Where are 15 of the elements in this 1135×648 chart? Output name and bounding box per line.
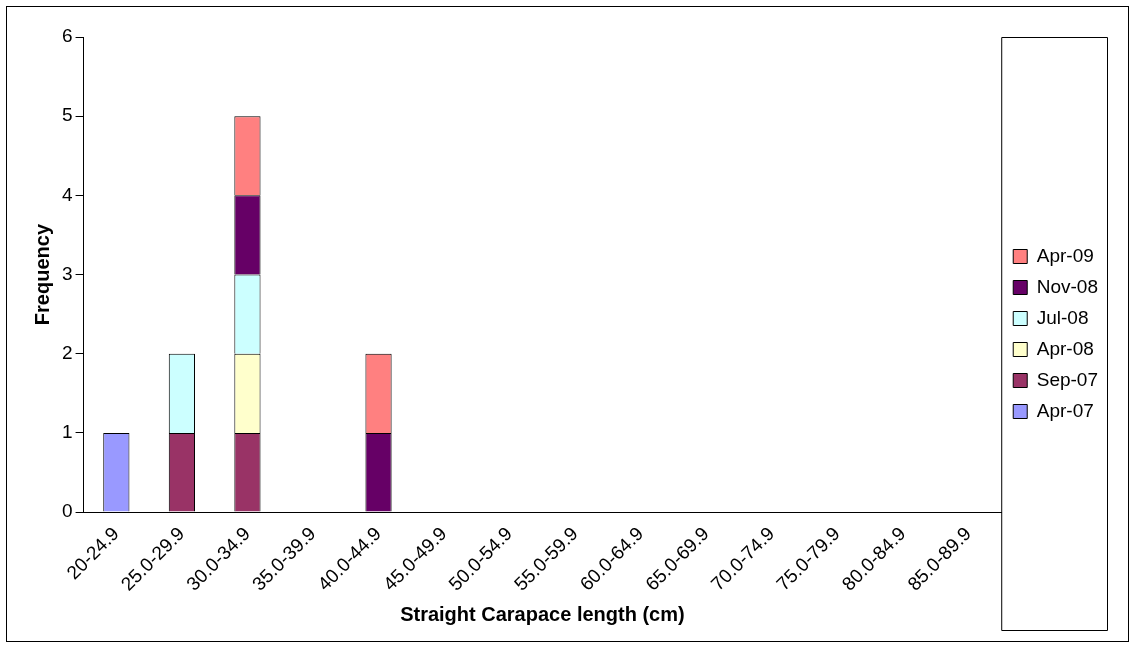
y-tick-label: 4 [61, 183, 73, 205]
y-tick-label: 6 [61, 25, 73, 47]
y-tick-label: 0 [61, 500, 73, 522]
y-tick-label: 2 [61, 341, 73, 363]
legend-label: Apr-07 [1036, 399, 1094, 421]
y-tick-label: 3 [61, 262, 73, 284]
y-tick-label: 1 [61, 421, 73, 443]
legend-label: Apr-08 [1036, 337, 1094, 359]
y-axis-title: Frequency [30, 223, 53, 326]
legend-label: Jul-08 [1036, 306, 1089, 328]
y-tick-label: 5 [61, 104, 73, 126]
legend-label: Nov-08 [1036, 275, 1098, 297]
legend-label: Apr-09 [1036, 244, 1094, 266]
legend-label: Sep-07 [1036, 368, 1099, 390]
x-axis-title: Straight Carapace length (cm) [400, 602, 685, 625]
